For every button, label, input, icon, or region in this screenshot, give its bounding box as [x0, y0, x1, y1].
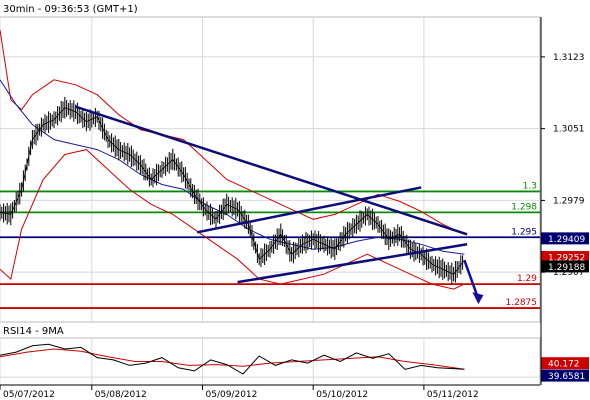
- price-close-line: [0, 107, 465, 275]
- lower-band-line: [0, 149, 465, 290]
- level-label: 1.298: [511, 202, 537, 212]
- rsi-badge: [541, 357, 589, 370]
- rsi-title: RSI14 - 9MA: [3, 326, 64, 337]
- price-badge-label: 1.29188: [548, 263, 585, 273]
- rsi-badge-label: 40.172: [548, 360, 580, 370]
- y-tick-label: 1.3051: [553, 125, 585, 135]
- rsi-badge-label: 39.6581: [548, 372, 585, 382]
- x-tick-label: 05/08/2012: [95, 390, 147, 400]
- level-label: 1.29: [517, 274, 537, 284]
- x-tick-label: 05/09/2012: [206, 390, 258, 400]
- level-label: 1.3: [523, 181, 537, 191]
- level-label: 1.295: [511, 227, 537, 237]
- level-label: 1.2875: [506, 298, 538, 308]
- rsi-line: [0, 343, 465, 375]
- price-badge-label: 1.29252: [548, 254, 585, 264]
- price-badge: [541, 251, 589, 264]
- chart-title: 30min - 09:36:53 (GMT+1): [3, 4, 138, 15]
- rsi-ma-line: [0, 348, 465, 370]
- main-plot-frame: [0, 16, 541, 323]
- price-badge: [541, 232, 589, 245]
- price-badge-label: 1.29409: [548, 235, 585, 245]
- y-tick-label: 1.2979: [553, 196, 585, 206]
- trendline: [237, 243, 468, 284]
- x-tick-label: 05/07/2012: [3, 390, 55, 400]
- forecast-arrow: [463, 259, 480, 300]
- forecast-arrowhead: [472, 292, 484, 305]
- rsi-badge: [541, 369, 589, 382]
- y-tick-label: 1.2907: [553, 268, 585, 278]
- x-tick-label: 05/11/2012: [427, 390, 479, 400]
- price-badge: [541, 260, 589, 273]
- trendline: [75, 105, 468, 236]
- y-tick-label: 1.3123: [553, 53, 585, 63]
- trendline: [196, 186, 422, 234]
- x-tick-label: 05/10/2012: [316, 390, 368, 400]
